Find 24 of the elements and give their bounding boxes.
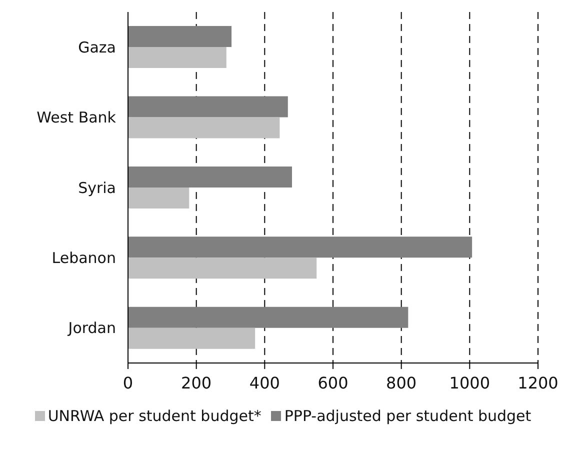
legend-label: PPP-adjusted per student budget bbox=[284, 407, 532, 425]
x-tick-label: 400 bbox=[249, 373, 280, 392]
x-tick-label: 800 bbox=[386, 373, 417, 392]
y-tick-label: Lebanon bbox=[52, 249, 116, 268]
x-tick-label: 1200 bbox=[518, 373, 558, 392]
x-tick-label: 200 bbox=[181, 373, 212, 392]
y-tick-label: Jordan bbox=[67, 319, 116, 338]
bar bbox=[128, 117, 280, 138]
x-tick-label: 600 bbox=[318, 373, 348, 392]
bar bbox=[128, 96, 288, 118]
bar bbox=[128, 328, 256, 349]
bar bbox=[128, 236, 472, 258]
bar bbox=[128, 187, 190, 208]
y-tick-label: Gaza bbox=[78, 38, 116, 56]
y-tick-label: West Bank bbox=[36, 108, 116, 127]
x-tick-label: 0 bbox=[122, 373, 134, 392]
bar bbox=[128, 258, 317, 279]
bar bbox=[128, 26, 232, 48]
bar bbox=[128, 306, 408, 328]
bar bbox=[128, 47, 226, 68]
bar bbox=[128, 166, 292, 188]
y-tick-label: Syria bbox=[78, 178, 116, 197]
x-tick-label: 1000 bbox=[449, 373, 490, 392]
legend-label: UNRWA per student budget* bbox=[48, 407, 262, 425]
